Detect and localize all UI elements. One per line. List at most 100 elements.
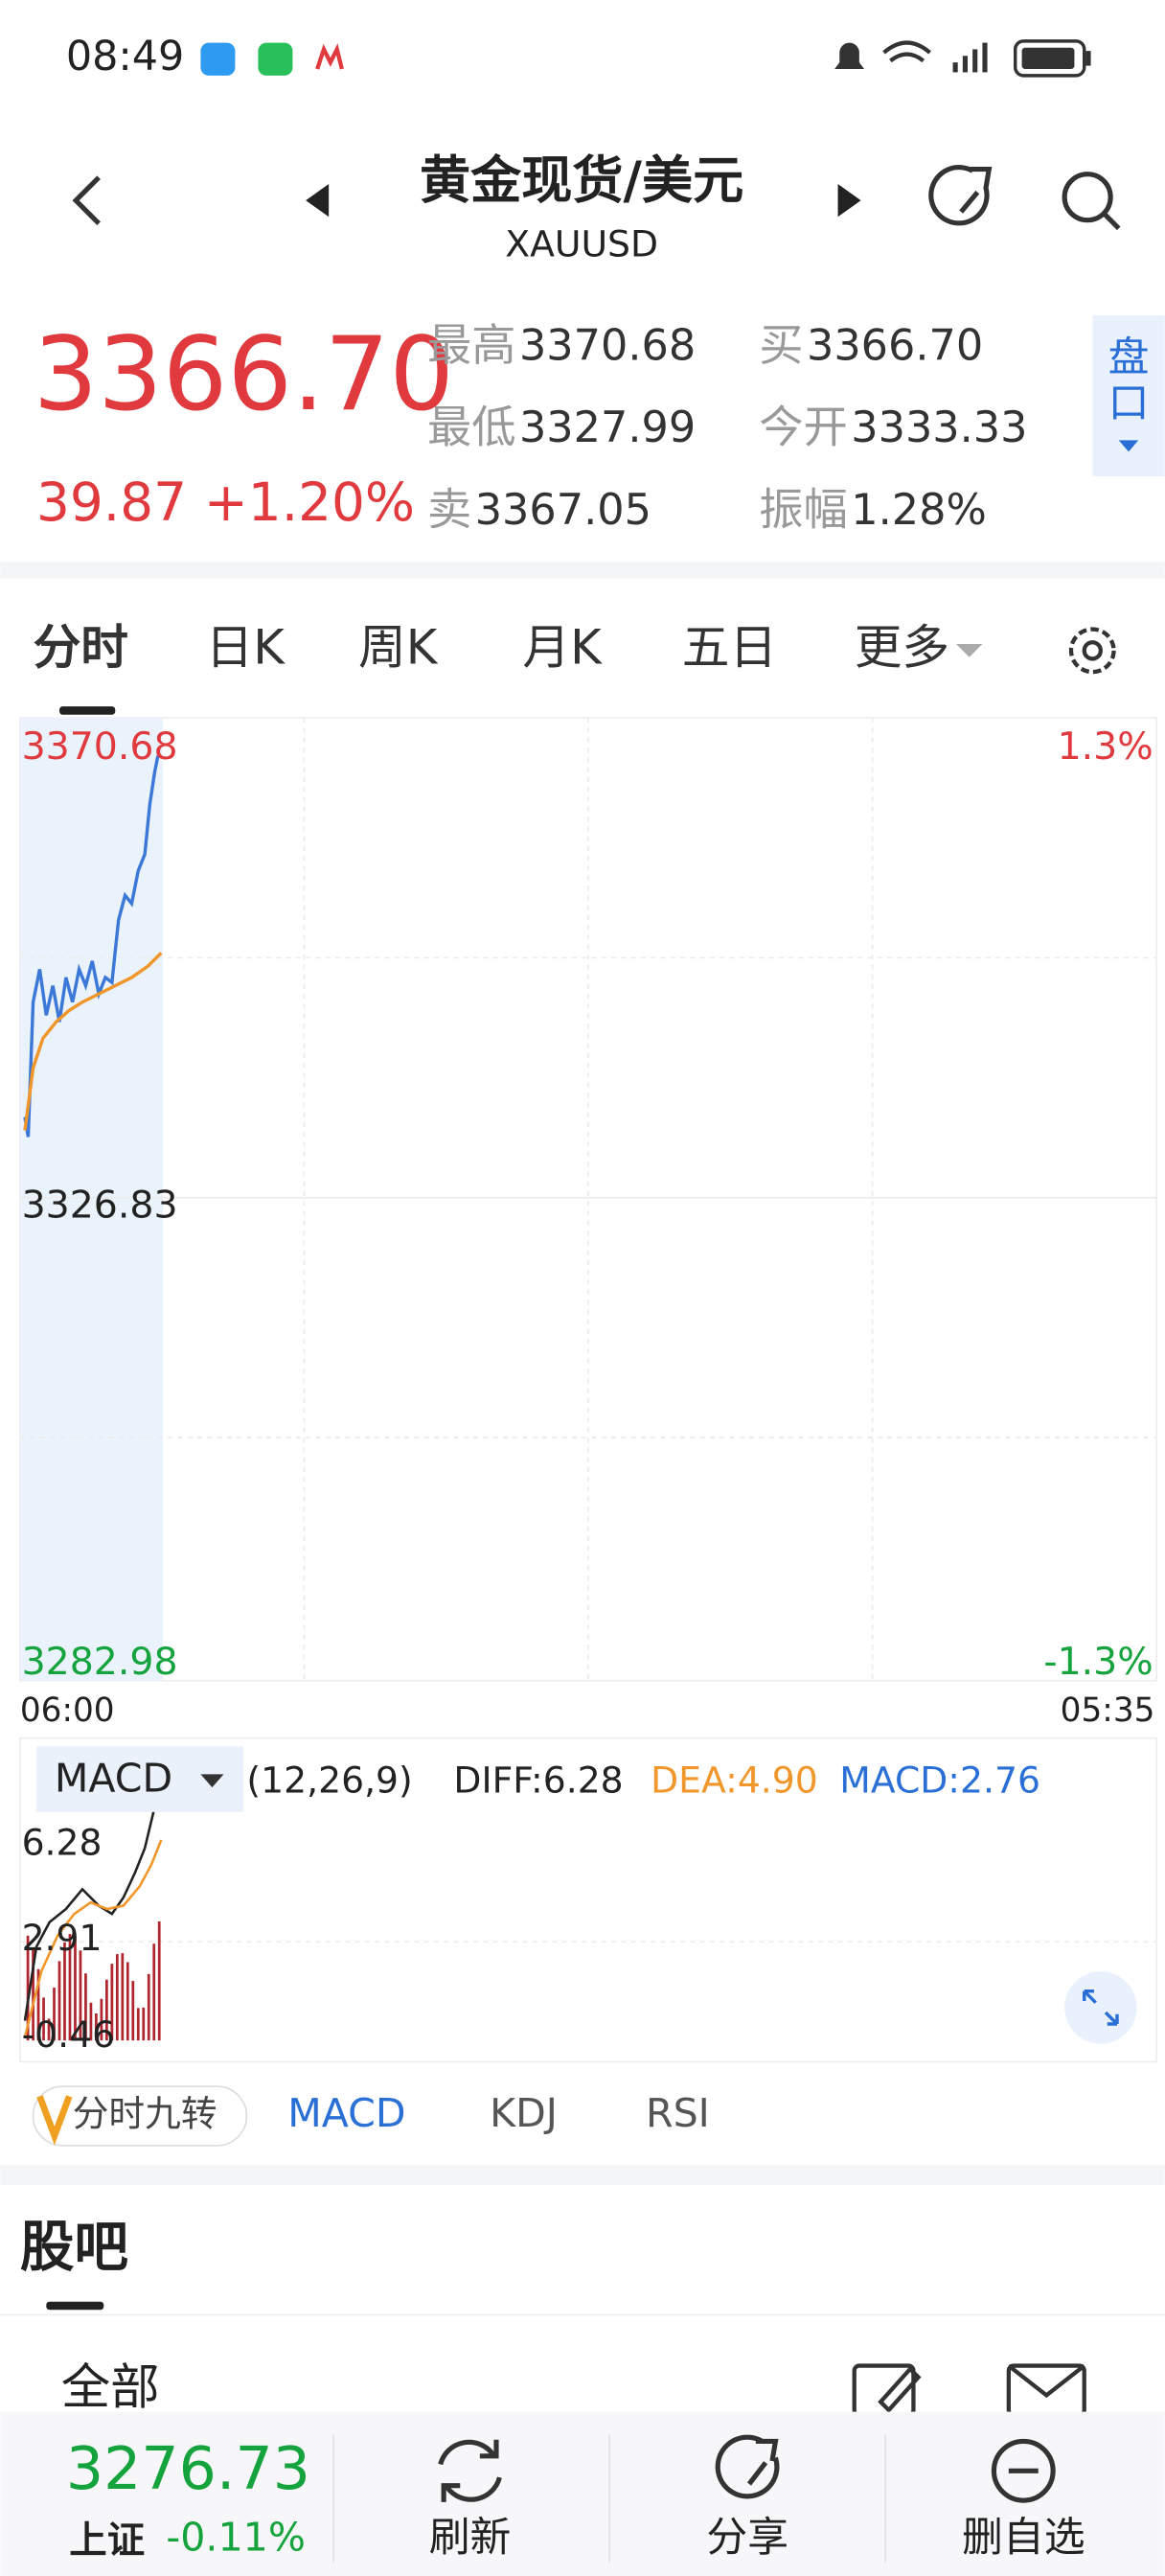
histogram-bar xyxy=(63,1942,66,2041)
histogram-bar xyxy=(95,2013,98,2041)
next-button[interactable] xyxy=(837,184,861,218)
histogram-bar xyxy=(74,1937,77,2041)
remove-watchlist-action[interactable]: 删自选 xyxy=(962,2514,1085,2562)
stat-value: 1.28% xyxy=(851,485,987,535)
price-axis-label: 3282.98 xyxy=(22,1640,178,1684)
chart-tab[interactable]: 更多 xyxy=(855,619,949,675)
message-button[interactable] xyxy=(1006,2363,1086,2418)
page-subtitle: XAUUSD xyxy=(505,223,658,265)
order-book-label: 盘 xyxy=(1108,334,1150,381)
stat-label: 最高 xyxy=(427,319,516,371)
stat-value: 3370.68 xyxy=(519,320,696,370)
last-price: 3366.70 xyxy=(34,315,454,434)
histogram-bar xyxy=(157,1920,161,2041)
chart-tab[interactable]: 五日 xyxy=(682,619,777,675)
expand-button[interactable] xyxy=(1064,1971,1137,2044)
back-button[interactable] xyxy=(72,175,101,225)
dropdown-arrow xyxy=(1118,440,1139,452)
indicator-tab[interactable]: RSI xyxy=(646,2090,710,2136)
chart-tab[interactable]: 月K xyxy=(522,619,603,675)
forum-filter[interactable]: 全部 xyxy=(61,2358,160,2416)
dropdown-arrow xyxy=(200,1774,224,1788)
session-highlight xyxy=(19,718,163,1681)
share-action[interactable]: 分享 xyxy=(706,2514,788,2562)
macd-diff: DIFF:6.28 xyxy=(453,1759,623,1801)
price-axis-label: 3370.68 xyxy=(22,724,178,769)
remove-icon xyxy=(991,2438,1056,2503)
diff-line xyxy=(23,1782,161,2021)
index-value: 3276.73 xyxy=(66,2434,310,2503)
status-time: 08:49 xyxy=(66,33,184,80)
histogram-bar xyxy=(68,1934,72,2041)
tab-indicator xyxy=(46,2301,104,2311)
status-icons xyxy=(834,39,1091,78)
order-book-label: 口 xyxy=(1108,380,1150,427)
histogram-bar xyxy=(47,2018,51,2041)
chart-tab[interactable]: 分时 xyxy=(34,619,128,675)
histogram-bar xyxy=(136,2008,140,2041)
divider xyxy=(0,562,1165,579)
histogram-bar xyxy=(115,1954,119,2041)
histogram-bar xyxy=(126,1962,129,2041)
histogram-bar xyxy=(79,1950,82,2041)
histogram-bar xyxy=(147,1973,150,2041)
histogram-bar xyxy=(152,1944,156,2041)
histogram-bar xyxy=(131,1981,135,2041)
macd-frame xyxy=(19,1736,1157,2063)
macd-params: (12,26,9) xyxy=(246,1759,412,1801)
average-line xyxy=(23,952,163,1131)
histogram-bar xyxy=(105,1979,108,2041)
time-axis-label: 06:00 xyxy=(20,1691,115,1730)
chart-tab[interactable]: 周K xyxy=(358,619,439,675)
index-name: 上证 xyxy=(69,2518,145,2563)
stat-label: 振幅 xyxy=(759,483,848,535)
stat-label: 买 xyxy=(759,319,803,371)
indicator-tab[interactable]: KDJ xyxy=(490,2090,558,2136)
app-icon xyxy=(258,42,293,76)
nine-turn-button[interactable] xyxy=(32,2085,248,2147)
price-change: 39.87 xyxy=(36,472,187,533)
forum-title: 股吧 xyxy=(20,2216,128,2279)
stat-label: 今开 xyxy=(759,402,848,453)
search-button[interactable] xyxy=(1062,172,1121,231)
pct-axis-label: 1.3% xyxy=(1058,724,1154,769)
indicator-name: MACD xyxy=(55,1755,172,1801)
histogram-bar xyxy=(100,1998,103,2041)
grid xyxy=(19,718,1157,1681)
settings-button[interactable] xyxy=(1068,627,1116,675)
stat-value: 3327.99 xyxy=(519,402,696,452)
histogram-bar xyxy=(26,1935,30,2041)
time-axis-label: 05:35 xyxy=(1061,1691,1155,1730)
refresh-button[interactable] xyxy=(928,165,993,226)
prev-button[interactable] xyxy=(306,184,330,218)
bottom-bar xyxy=(0,2411,1165,2576)
histogram-bar xyxy=(121,1953,125,2041)
refresh-action[interactable]: 刷新 xyxy=(429,2514,512,2562)
macd-histogram xyxy=(26,1920,161,2041)
histogram-bar xyxy=(84,1973,87,2041)
bar-dividers xyxy=(332,2434,887,2564)
histogram-bar xyxy=(42,1997,45,2041)
histogram-bar xyxy=(142,2007,146,2041)
nine-turn-label: 分时九转 xyxy=(73,2092,217,2134)
post-button[interactable] xyxy=(852,2363,922,2418)
dropdown-arrow xyxy=(956,644,983,657)
refresh-icon xyxy=(438,2439,502,2502)
histogram-bar xyxy=(57,1961,61,2041)
macd-axis-label: 2.91 xyxy=(22,1917,103,1959)
page-title: 黄金现货/美元 xyxy=(420,151,743,211)
indicator-tab[interactable]: MACD xyxy=(287,2090,405,2136)
stat-value: 3367.05 xyxy=(475,485,651,535)
price-line xyxy=(23,755,160,1138)
vip-icon xyxy=(36,2095,73,2146)
histogram-bar xyxy=(32,1947,34,2041)
index-change: -0.11% xyxy=(166,2514,305,2560)
chart-tab[interactable]: 日K xyxy=(206,619,286,675)
pct-axis-label: -1.3% xyxy=(1043,1640,1153,1684)
price-change-pct: +1.20% xyxy=(204,472,415,533)
divider xyxy=(0,2165,1165,2185)
stat-value: 3366.70 xyxy=(807,320,983,370)
tab-indicator xyxy=(59,706,116,715)
stat-label: 卖 xyxy=(427,483,471,535)
